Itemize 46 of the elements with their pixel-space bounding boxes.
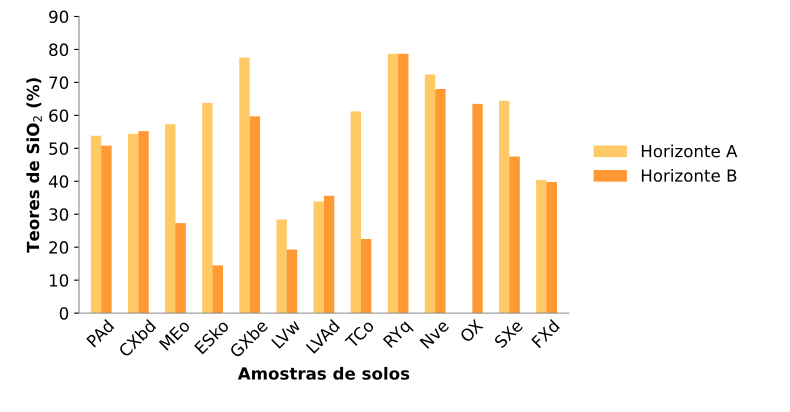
x-axis-title: Amostras de solos — [238, 366, 410, 380]
bar — [202, 102, 213, 314]
bar — [324, 196, 334, 314]
bar — [472, 104, 483, 314]
bar — [175, 223, 186, 314]
bar — [250, 116, 260, 314]
y-tick-label: 90 — [49, 10, 68, 24]
y-tick-label: 10 — [50, 274, 68, 287]
bar — [509, 156, 520, 314]
x-tick-label: MEo — [158, 318, 191, 351]
y-tick-label: 50 — [49, 142, 68, 155]
y-tick-label: 40 — [48, 175, 68, 188]
y-tick-label: 30 — [49, 208, 68, 221]
x-tick-label: RYq — [382, 319, 414, 350]
x-tick-label: LVw — [271, 318, 302, 349]
bar — [424, 74, 436, 314]
bar — [398, 54, 408, 314]
bar — [128, 134, 138, 314]
bar — [314, 201, 324, 314]
bar — [536, 180, 547, 314]
legend-label: Horizonte A — [642, 144, 738, 158]
x-tick-label: SXe — [494, 318, 524, 349]
x-tick-label: Nve — [420, 318, 450, 349]
bar — [165, 124, 176, 314]
bar — [361, 238, 372, 314]
y-tick-label: 80 — [49, 43, 68, 56]
bar — [101, 146, 112, 314]
bar — [90, 136, 102, 314]
bar — [286, 250, 298, 314]
y-tick-label: 20 — [49, 241, 68, 254]
legend-label: Horizonte B — [642, 168, 736, 182]
y-tick-label: 0 — [60, 307, 68, 320]
bar — [388, 54, 398, 314]
y-axis-title: Teores de SiO$_{2}$ (%) — [26, 78, 42, 253]
x-tick-label: TCo — [344, 318, 375, 350]
y-tick-label: 70 — [49, 76, 68, 89]
bar — [350, 111, 362, 314]
bar — [138, 131, 149, 314]
y-tick-label: 60 — [49, 109, 68, 122]
bar — [435, 88, 446, 314]
x-tick-label: OX — [459, 318, 484, 344]
bar — [239, 58, 250, 314]
bar — [212, 265, 223, 314]
bar — [546, 182, 557, 314]
bar — [499, 100, 510, 314]
bar — [276, 220, 287, 314]
